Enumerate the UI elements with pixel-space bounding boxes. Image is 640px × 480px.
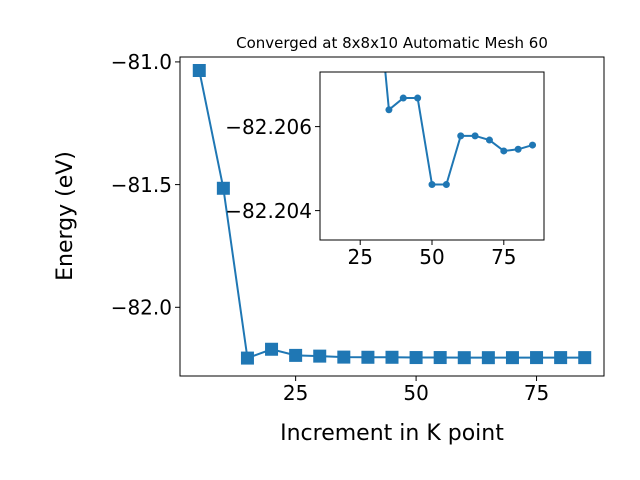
main-data-point (313, 349, 327, 363)
main-data-point (385, 350, 399, 364)
inset-plot-area (320, 72, 544, 240)
main-data-point (433, 351, 447, 365)
inset-data-point (485, 136, 493, 144)
inset-data-point (500, 147, 508, 155)
inset-x-tick-label: 50 (419, 245, 444, 269)
inset-data-point (529, 141, 537, 149)
inset-data-point (471, 132, 479, 140)
main-x-tick-label: 75 (524, 381, 549, 405)
inset-y-tick-label: −82.206 (225, 115, 312, 139)
main-data-point (337, 350, 351, 364)
main-data-point (457, 351, 471, 365)
main-data-point (578, 351, 592, 365)
main-data-point (481, 351, 495, 365)
inset-data-point (442, 181, 450, 189)
inset-x-tick-label: 75 (491, 245, 516, 269)
main-plot-frame (179, 56, 605, 377)
inset-chart: 25 50 75 −82.206 −82.204 (225, 71, 545, 269)
main-data-point (409, 351, 423, 365)
main-x-tick-label: 25 (283, 381, 308, 405)
main-data-point (361, 350, 375, 364)
main-data-point (265, 342, 279, 356)
inset-data-point (428, 181, 436, 189)
inset-data-point (457, 132, 465, 140)
inset-data-point (414, 94, 422, 102)
inset-y-tick-label: −82.204 (225, 199, 312, 223)
inset-data-point (385, 106, 393, 114)
main-data-point (530, 351, 544, 365)
chart-title: Converged at 8x8x10 Automatic Mesh 60 (236, 34, 548, 52)
main-x-tick-label: 50 (403, 381, 428, 405)
x-axis-label: Increment in K point (280, 421, 504, 446)
main-data-point (554, 351, 568, 365)
main-data-point (289, 348, 303, 362)
inset-data-point (514, 145, 522, 153)
main-data-point (216, 181, 230, 195)
main-data-point (192, 63, 206, 77)
main-y-tick-label: −82.0 (111, 295, 172, 319)
inset-data-point (399, 94, 407, 102)
main-y-tick-label: −81.0 (111, 50, 172, 74)
main-data-point (505, 351, 519, 365)
inset-x-tick-label: 25 (347, 245, 372, 269)
y-axis-label: Energy (eV) (53, 151, 78, 281)
main-y-tick-label: −81.5 (111, 173, 172, 197)
main-data-point (240, 351, 254, 365)
